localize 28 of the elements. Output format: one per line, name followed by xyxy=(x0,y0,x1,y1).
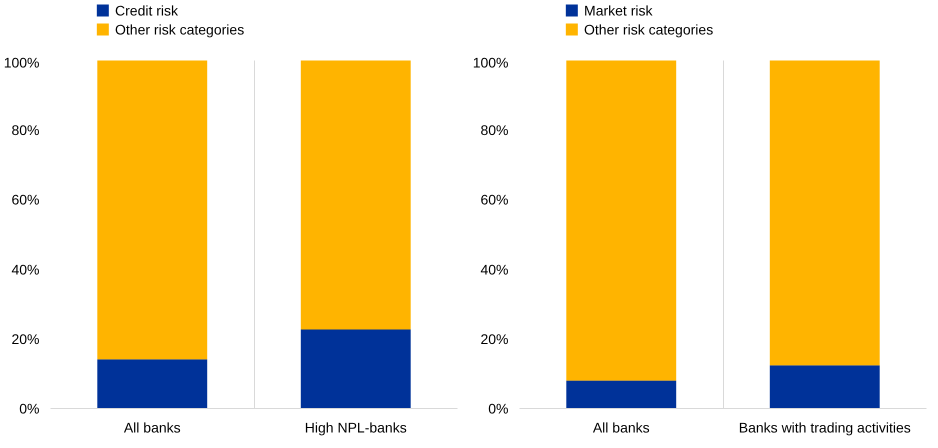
x-tick-label: Banks with trading activities xyxy=(738,420,911,436)
y-tick-label: 100% xyxy=(472,54,509,70)
y-tick-label: 40% xyxy=(11,261,40,278)
y-tick-label: 80% xyxy=(480,122,509,138)
y-tick-label: 0% xyxy=(19,400,40,416)
y-tick-label: 60% xyxy=(11,192,40,208)
bar xyxy=(300,330,411,408)
bar xyxy=(97,60,208,360)
bar xyxy=(97,359,208,408)
x-tick-label: All banks xyxy=(124,420,181,436)
legend-label: Other risk categories xyxy=(584,22,714,38)
y-tick-label: 20% xyxy=(11,330,40,347)
bar xyxy=(566,60,676,381)
legend-label: Credit risk xyxy=(115,2,180,18)
y-tick-label: 60% xyxy=(480,192,509,208)
y-tick-label: 20% xyxy=(480,330,509,347)
y-tick-label: 40% xyxy=(480,261,509,278)
bar xyxy=(770,60,880,366)
y-tick-label: 100% xyxy=(4,54,40,70)
bar xyxy=(566,380,676,408)
x-tick-label: All banks xyxy=(592,420,650,436)
y-tick-label: 0% xyxy=(488,400,508,416)
legend-label: Other risk categories xyxy=(115,22,244,38)
y-tick-label: 80% xyxy=(11,122,40,138)
legend-label: Market risk xyxy=(584,2,654,18)
bar xyxy=(300,60,411,330)
x-tick-label: High NPL-banks xyxy=(304,420,407,436)
bar xyxy=(770,365,880,408)
